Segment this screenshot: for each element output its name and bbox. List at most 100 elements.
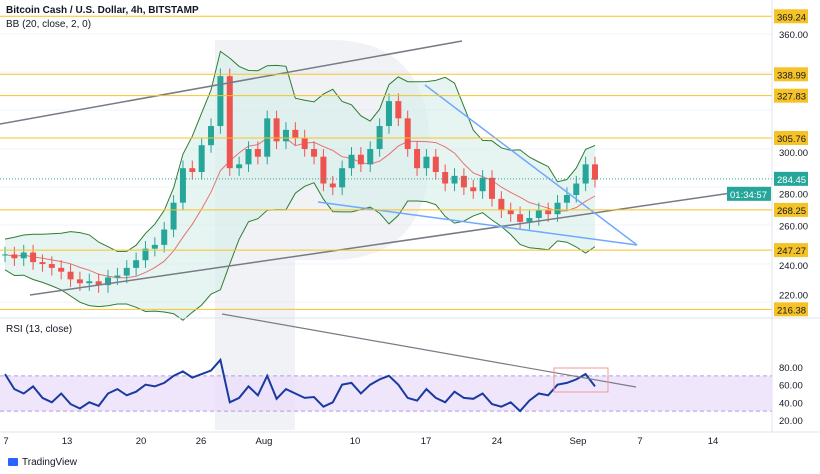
time-axis-label: 17 (421, 436, 432, 447)
rsi-line (4, 357, 596, 413)
candle (123, 267, 130, 276)
tradingview-logo[interactable]: TradingView (22, 457, 78, 468)
rsi-highlight-box (553, 367, 609, 393)
candle (545, 210, 552, 215)
candle (76, 279, 83, 284)
candle (517, 214, 524, 222)
candle (151, 244, 158, 249)
candle (273, 118, 280, 142)
candle (58, 267, 65, 272)
candle (11, 254, 18, 259)
candle (133, 260, 140, 268)
candle (198, 145, 205, 173)
price-tick-label: 280.00 (779, 189, 808, 200)
bollinger-band-fill (5, 51, 595, 321)
level-price-label: 338.99 (777, 70, 806, 81)
candle (2, 254, 8, 256)
candle (498, 198, 505, 211)
candle (161, 229, 168, 245)
level-price-tag (774, 88, 808, 103)
candle (573, 183, 580, 196)
candle (311, 149, 318, 157)
last-price-tag (774, 171, 808, 186)
price-tick-label: 220.00 (779, 290, 808, 301)
candle (20, 252, 27, 259)
level-price-label: 247.27 (777, 246, 806, 257)
candle (348, 154, 355, 169)
candle (414, 149, 421, 169)
candle (282, 129, 289, 142)
time-axis-label: 14 (708, 436, 719, 447)
candle (86, 281, 93, 284)
bollinger-lower (4, 182, 596, 321)
rsi-tick-label: 60.00 (779, 381, 803, 392)
candle (357, 154, 364, 165)
level-price-tag (774, 9, 808, 24)
candle (479, 177, 486, 192)
candle (95, 281, 102, 286)
candle (170, 202, 177, 230)
candle (451, 175, 458, 184)
level-price-label: 305.76 (777, 134, 806, 145)
candle (470, 187, 477, 192)
level-price-tag (774, 243, 808, 258)
candle (301, 137, 308, 150)
level-price-tag (774, 130, 808, 145)
candle (114, 275, 121, 278)
time-axis-label: 7 (637, 436, 642, 447)
candle (67, 271, 74, 280)
level-price-tag (774, 67, 808, 82)
candle (395, 101, 402, 119)
candle (226, 76, 233, 169)
candle (236, 164, 243, 169)
candle (39, 262, 46, 265)
rsi-indicator-label[interactable]: RSI (13, close) (6, 324, 73, 335)
candle (142, 248, 149, 261)
candle (582, 164, 589, 184)
time-axis-label: 7 (3, 436, 8, 447)
time-axis-label: 26 (196, 436, 207, 447)
level-price-tag (774, 302, 808, 317)
candle (245, 149, 252, 165)
bollinger-basis (4, 136, 596, 279)
candle (488, 177, 495, 199)
time-axis-label: Aug (256, 436, 273, 447)
candle (48, 264, 55, 268)
candle (404, 118, 411, 150)
candle (442, 172, 449, 184)
bollinger-upper (4, 50, 596, 252)
time-axis-label: 10 (350, 436, 361, 447)
candle (208, 126, 215, 146)
candle (339, 168, 346, 188)
candle (367, 149, 374, 165)
bb-indicator-label[interactable]: BB (20, close, 2, 0) (6, 19, 92, 30)
candle (329, 183, 336, 188)
candle (526, 218, 533, 222)
rsi-tick-label: 40.00 (779, 398, 803, 409)
price-tick-label: 360.00 (779, 30, 808, 41)
level-price-label: 369.24 (777, 12, 806, 23)
countdown-tag (727, 186, 771, 201)
price-tick-label: 300.00 (779, 148, 808, 159)
level-price-tag (774, 202, 808, 217)
price-tick-label: 260.00 (779, 222, 808, 233)
time-axis-label: 13 (62, 436, 73, 447)
support-trendline (29, 191, 739, 296)
candle (460, 175, 467, 188)
candle (385, 101, 392, 127)
rsi-band (0, 375, 772, 412)
last-price-label: 284.45 (777, 175, 806, 186)
candle (320, 156, 327, 184)
rsi-trendline (221, 313, 637, 388)
rsi-tick-label: 80.00 (779, 363, 803, 374)
candle (563, 195, 570, 203)
chart-title: Bitcoin Cash / U.S. Dollar, 4h, BITSTAMP (6, 5, 199, 16)
level-price-label: 216.38 (777, 305, 806, 316)
candle (554, 202, 561, 215)
candle (292, 129, 299, 138)
candle (507, 210, 514, 215)
level-price-label: 327.83 (777, 92, 806, 103)
tradingview-icon (8, 458, 18, 466)
